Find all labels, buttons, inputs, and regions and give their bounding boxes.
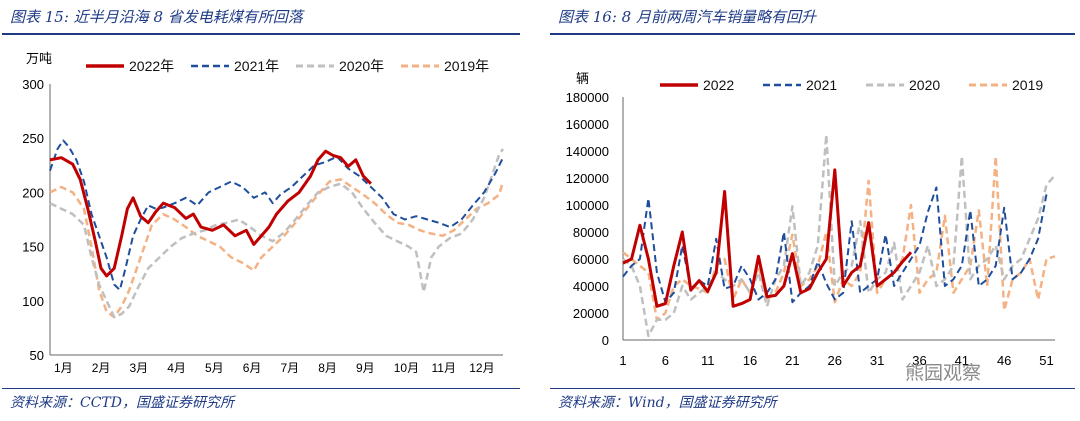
left-legend-label-2: 2020年 — [339, 58, 384, 74]
right-y-tick-8: 20000 — [573, 306, 609, 321]
left-x-tick-3: 4月 — [167, 361, 186, 375]
left-source-note: 资料来源：CCTD，国盛证券研究所 — [10, 395, 234, 411]
right-y-unit: 辆 — [576, 71, 589, 86]
right-chart-panel: 图表 16: 8 月前两周汽车销量略有回升 辆 180000 160000 14000… — [548, 0, 1080, 421]
left-x-tick-1: 2月 — [92, 361, 111, 375]
left-x-tick-4: 5月 — [205, 361, 224, 375]
left-x-tick-0: 1月 — [54, 361, 73, 375]
left-source-rule — [2, 388, 520, 389]
left-x-tick-7: 8月 — [318, 361, 337, 375]
right-title-rule — [550, 33, 1075, 35]
left-y-tick-1: 250 — [22, 131, 44, 146]
right-series-line-2 — [622, 133, 1056, 338]
right-line-chart: 辆180000160000140000120000100000800006000… — [566, 71, 1056, 368]
right-x-tick-5: 26 — [828, 353, 842, 368]
left-x-tick-11: 12月 — [469, 361, 494, 375]
left-y-tick-5: 50 — [30, 348, 44, 363]
left-title-rule — [2, 33, 520, 35]
left-line-chart: 万吨 300 250 200 150 100 50 1月 2月 3月 4月 5月 6月 7月 8月 9月 10月… — [22, 51, 505, 375]
left-legend-label-0: 2022年 — [129, 58, 174, 74]
right-x-tick-9: 46 — [997, 353, 1011, 368]
right-y-tick-1: 160000 — [566, 117, 609, 132]
right-x-tick-1: 6 — [662, 353, 669, 368]
right-y-tick-3: 120000 — [566, 171, 609, 186]
left-chart-title: 图表 15: 近半月沿海 8 省发电耗煤有所回落 — [10, 8, 303, 26]
left-legend-label-3: 2019年 — [444, 58, 489, 74]
right-x-tick-8: 41 — [955, 353, 969, 368]
left-x-tick-2: 3月 — [130, 361, 149, 375]
right-x-tick-3: 16 — [743, 353, 757, 368]
right-y-tick-7: 40000 — [573, 279, 609, 294]
left-y-tick-2: 200 — [22, 185, 44, 200]
right-x-tick-10: 51 — [1039, 353, 1053, 368]
right-chart-title: 图表 16: 8 月前两周汽车销量略有回升 — [558, 8, 816, 26]
left-series-line-0 — [49, 149, 372, 278]
right-legend-label-1: 2021 — [806, 77, 837, 93]
left-x-tick-8: 9月 — [356, 361, 375, 375]
right-legend-label-2: 2020 — [909, 77, 940, 93]
right-source-rule — [550, 388, 1075, 389]
left-legend-label-1: 2021年 — [234, 58, 279, 74]
left-y-tick-4: 100 — [22, 294, 44, 309]
right-source-note: 资料来源：Wind，国盛证券研究所 — [558, 395, 777, 411]
watermark-text: 熊园观察 — [905, 362, 982, 384]
right-x-tick-6: 31 — [870, 353, 884, 368]
left-y-tick-0: 300 — [22, 77, 44, 92]
left-y-tick-3: 150 — [22, 240, 44, 255]
right-legend-label-3: 2019 — [1012, 77, 1043, 93]
left-series-line-1 — [49, 139, 504, 291]
right-y-tick-5: 80000 — [573, 225, 609, 240]
left-chart-panel: 图表 15: 近半月沿海 8 省发电耗煤有所回落 万吨 300 250 200 150 1… — [0, 0, 530, 421]
right-x-tick-2: 11 — [701, 353, 715, 368]
right-x-tick-7: 36 — [912, 353, 926, 368]
right-legend-label-0: 2022 — [703, 77, 734, 93]
left-x-tick-9: 10月 — [394, 361, 419, 375]
left-x-tick-10: 11月 — [432, 361, 456, 375]
left-x-tick-6: 7月 — [281, 361, 300, 375]
right-series-line-0 — [622, 168, 913, 308]
right-y-tick-4: 100000 — [566, 198, 609, 213]
left-series-line-3 — [49, 178, 505, 319]
right-y-tick-6: 60000 — [573, 252, 609, 267]
right-y-tick-0: 180000 — [566, 90, 609, 105]
right-y-tick-2: 140000 — [566, 144, 609, 159]
left-x-tick-5: 6月 — [243, 361, 262, 375]
right-x-tick-0: 1 — [619, 353, 626, 368]
right-x-tick-4: 21 — [785, 353, 799, 368]
right-y-tick-9: 0 — [602, 333, 609, 348]
left-series-line-2 — [49, 148, 505, 319]
left-y-unit: 万吨 — [26, 51, 52, 66]
